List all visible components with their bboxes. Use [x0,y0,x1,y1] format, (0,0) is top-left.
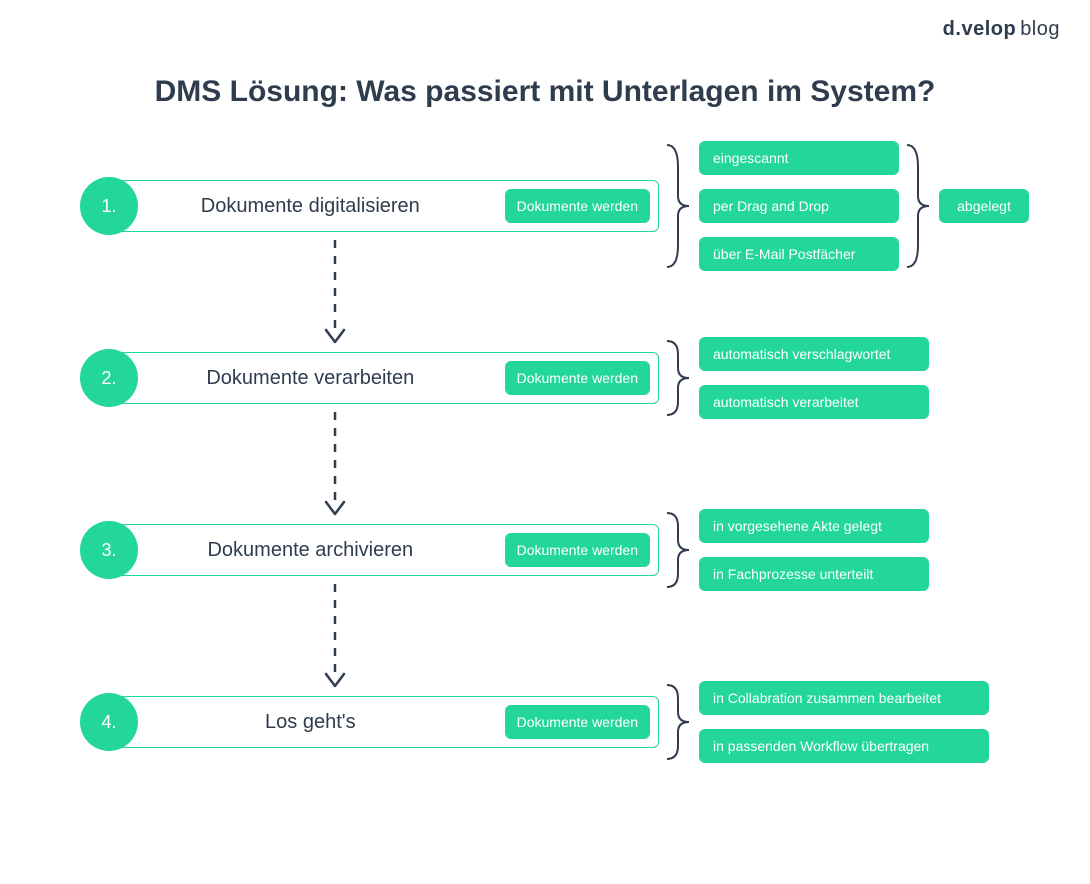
flow-arrow [323,240,347,344]
step-lead-pill: Dokumente werden [505,189,650,223]
detail-pill: per Drag and Drop [699,189,899,223]
brace [667,137,697,275]
detail-pill: in passenden Workflow übertragen [699,729,989,763]
diagram-canvas: 1.Dokumente digitalisierenDokumente werd… [0,0,1090,884]
detail-pill: in Collabration zusammen bearbeitet [699,681,989,715]
step-lead-pill: Dokumente werden [505,361,650,395]
detail-pill: in Fachprozesse unterteilt [699,557,929,591]
step-lead-pill: Dokumente werden [505,533,650,567]
detail-pill: über E-Mail Postfächer [699,237,899,271]
step-box: Dokumente archivierenDokumente werden [115,524,659,576]
brace [667,333,697,423]
trailing-pill: abgelegt [939,189,1029,223]
detail-pill: automatisch verarbeitet [699,385,929,419]
flow-arrow [323,584,347,688]
flow-arrow [323,412,347,516]
step-lead-pill: Dokumente werden [505,705,650,739]
detail-pill: eingescannt [699,141,899,175]
step-box: Dokumente digitalisierenDokumente werden [115,180,659,232]
step-box: Los geht'sDokumente werden [115,696,659,748]
detail-pill: in vorgesehene Akte gelegt [699,509,929,543]
step-label: Dokumente verarbeiten [116,367,505,390]
step-label: Los geht's [116,711,505,734]
step-box: Dokumente verarbeitenDokumente werden [115,352,659,404]
brace [667,677,697,767]
detail-pill: automatisch verschlagwortet [699,337,929,371]
step-label: Dokumente digitalisieren [116,195,505,218]
step-label: Dokumente archivieren [116,539,505,562]
brace [667,505,697,595]
brace [907,137,937,275]
